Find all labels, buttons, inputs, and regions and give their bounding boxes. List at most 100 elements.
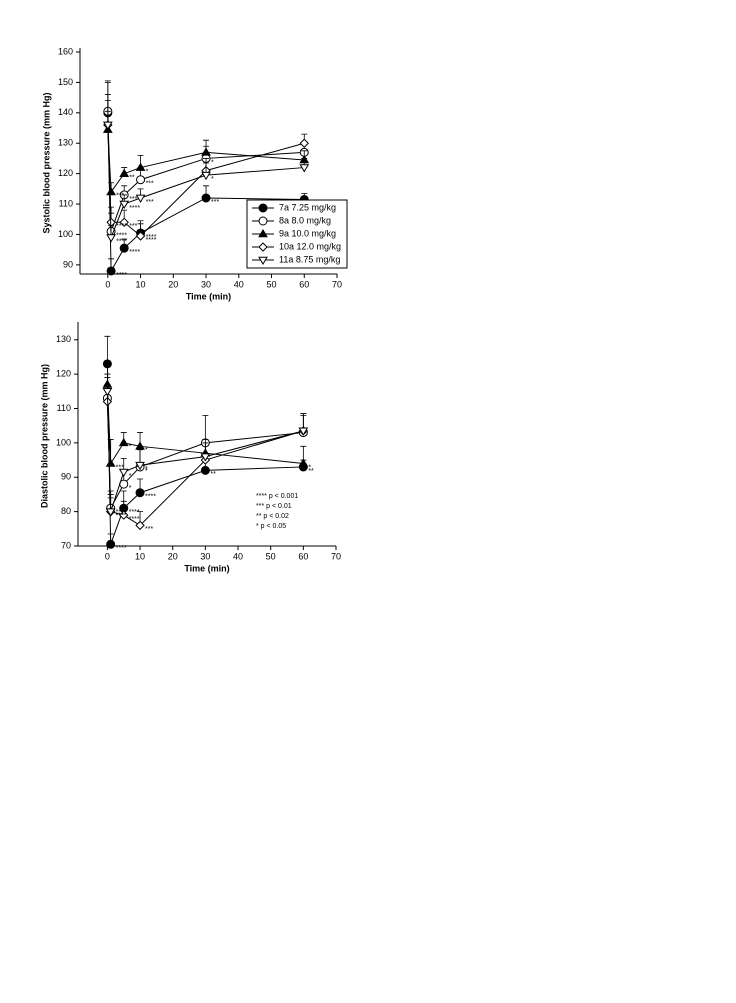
marker xyxy=(102,121,113,130)
marker xyxy=(102,359,112,369)
y-tick-label: 120 xyxy=(58,168,73,178)
y-tick-label: 70 xyxy=(61,540,71,550)
marker xyxy=(299,164,310,173)
marker xyxy=(298,458,309,467)
marker xyxy=(119,168,130,177)
x-tick-label: 10 xyxy=(136,279,146,289)
marker xyxy=(200,453,211,462)
x-tick-label: 70 xyxy=(331,551,341,561)
y-tick-label: 150 xyxy=(58,77,73,87)
significance-label: * xyxy=(211,159,214,166)
significance-label: *** xyxy=(129,196,137,203)
marker xyxy=(135,231,146,241)
marker xyxy=(135,488,145,498)
note: ** p < 0.02 xyxy=(256,513,289,520)
marker xyxy=(106,234,116,243)
error-bar xyxy=(104,100,111,125)
x-tick-label: 10 xyxy=(135,551,145,561)
y-tick-label: 90 xyxy=(63,259,73,269)
marker xyxy=(200,465,210,475)
legend-label: 11a 8.75 mg/kg xyxy=(279,254,340,264)
legend-marker xyxy=(258,256,268,265)
x-tick-label: 60 xyxy=(299,279,309,289)
marker xyxy=(106,186,116,196)
significance-label: * xyxy=(211,176,214,183)
y-axis-label: Diastolic blood pressure (mm Hg) xyxy=(39,364,49,508)
marker xyxy=(119,243,129,253)
marker xyxy=(135,520,145,531)
note: * p < 0.05 xyxy=(256,523,286,530)
significance-label: **** xyxy=(116,545,127,552)
y-tick-label: 110 xyxy=(57,403,71,413)
significance-label: **** xyxy=(116,512,127,519)
marker xyxy=(201,193,211,203)
significance-label: ** xyxy=(129,174,135,181)
x-tick-label: 40 xyxy=(233,551,243,561)
marker xyxy=(119,217,129,228)
legend-label: 8a 8.0 mg/kg xyxy=(279,215,331,225)
significance-label: **** xyxy=(145,494,156,501)
significance-label: *** xyxy=(129,223,137,230)
x-tick-label: 50 xyxy=(267,279,277,289)
marker xyxy=(298,427,309,436)
significance-label: * xyxy=(145,466,148,473)
error-bar xyxy=(202,414,209,443)
y-tick-label: 90 xyxy=(61,472,71,482)
marker xyxy=(118,468,129,478)
marker xyxy=(135,461,145,471)
x-axis-label: Time (min) xyxy=(186,291,231,301)
legend-label: 7a 7.25 mg/kg xyxy=(279,202,336,212)
significance-label: **** xyxy=(116,509,127,516)
x-tick-label: 50 xyxy=(266,551,276,561)
significance-label: **** xyxy=(116,232,127,239)
y-tick-label: 120 xyxy=(56,369,71,379)
significance-label: * xyxy=(145,447,148,454)
legend-marker xyxy=(258,203,268,213)
y-tick-label: 80 xyxy=(61,506,71,516)
marker xyxy=(136,175,146,185)
y-tick-label: 130 xyxy=(58,138,73,148)
y-tick-label: 160 xyxy=(58,46,73,56)
significance-label: * xyxy=(129,485,132,492)
y-tick-label: 110 xyxy=(59,198,73,208)
x-tick-label: 30 xyxy=(200,551,210,561)
x-tick-label: 0 xyxy=(105,279,110,289)
y-axis-label: Systolic blood pressure (mm Hg) xyxy=(41,92,51,233)
x-tick-label: 20 xyxy=(168,279,178,289)
series-line xyxy=(107,129,305,194)
significance-label: * xyxy=(129,444,132,451)
series-line xyxy=(107,124,305,238)
significance-label: **** xyxy=(146,234,157,241)
significance-label: *** xyxy=(116,193,124,200)
significance-label: *** xyxy=(116,464,124,471)
x-axis-label: Time (min) xyxy=(184,563,229,573)
significance-label: ** xyxy=(308,468,314,475)
series-line xyxy=(106,391,304,512)
note: **** p < 0.001 xyxy=(256,493,298,500)
significance-label: **** xyxy=(129,509,140,516)
marker xyxy=(106,266,116,276)
legend-marker xyxy=(258,242,268,252)
significance-label: *** xyxy=(146,199,154,206)
significance-label: **** xyxy=(116,272,127,279)
significance-label: *** xyxy=(116,512,124,519)
significance-label: **** xyxy=(129,205,140,212)
error-bar xyxy=(104,335,111,364)
significance-label: * xyxy=(129,473,132,480)
marker xyxy=(201,147,211,156)
marker xyxy=(299,138,309,148)
marker xyxy=(119,510,129,520)
significance-label: ** xyxy=(210,471,216,478)
marker xyxy=(135,162,146,171)
marker xyxy=(118,437,129,447)
x-tick-label: 20 xyxy=(168,551,178,561)
significance-label: * xyxy=(308,464,311,471)
marker xyxy=(105,508,116,517)
x-tick-label: 30 xyxy=(201,279,211,289)
significance-label: **** xyxy=(116,223,127,230)
significance-label: * xyxy=(145,468,148,475)
significance-label: *** xyxy=(146,181,154,188)
x-tick-label: 70 xyxy=(332,279,342,289)
marker xyxy=(135,194,146,203)
